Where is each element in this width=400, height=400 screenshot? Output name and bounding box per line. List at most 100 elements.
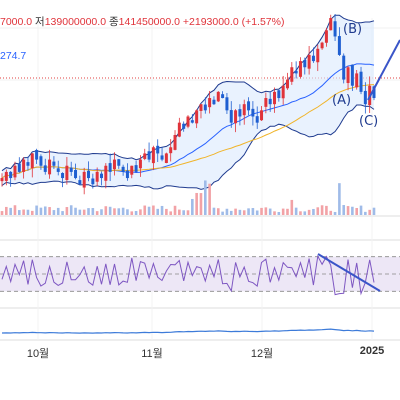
candle-body [39, 156, 43, 166]
x-tick-2025: 2025 [359, 345, 385, 357]
candle-body [225, 97, 229, 111]
upward-trend-line [367, 39, 400, 101]
volume-bar [191, 198, 194, 215]
candle-body [350, 64, 354, 86]
candle-body [56, 168, 60, 172]
candle-body [164, 153, 168, 164]
volume-bar [143, 205, 147, 215]
candle-body [112, 159, 116, 170]
volume-bar [195, 192, 198, 215]
candle-body [311, 55, 315, 62]
wave-label-a: (A) [332, 93, 352, 108]
candle-body [285, 79, 289, 89]
x-tick-oct: 10월 [26, 348, 50, 360]
candle-body [147, 151, 151, 160]
candle-body [35, 149, 39, 160]
volume-bar [204, 180, 207, 215]
candle-body [22, 159, 26, 172]
volume-bar [346, 206, 350, 215]
close-label: 종 [108, 16, 119, 28]
volume-bar [165, 208, 168, 215]
candle-body [281, 85, 285, 99]
volume-bar [247, 208, 250, 215]
volume-bar [342, 205, 346, 215]
volume-bar [251, 208, 255, 215]
candle-body [255, 116, 259, 123]
candle-body [4, 171, 8, 181]
volume-bar [117, 208, 121, 215]
obv-line [1, 328, 375, 334]
volume-bar [273, 211, 276, 215]
candle-body [221, 94, 225, 99]
volume-bar [208, 183, 211, 215]
volume-bar [186, 210, 190, 215]
candle-body [95, 171, 99, 182]
volume-bar [43, 206, 47, 215]
candle-body [260, 110, 264, 121]
volume-bar [281, 208, 285, 215]
candle-body [186, 116, 190, 127]
candle-body [117, 159, 121, 166]
volume-bar [199, 193, 203, 215]
volume-bar [294, 207, 298, 215]
volume-bar [56, 207, 60, 215]
bollinger-lower [1, 104, 375, 190]
candle-body [195, 110, 199, 124]
candle-body [17, 163, 21, 172]
volume-bar [290, 199, 294, 215]
volume-bar [212, 207, 216, 215]
candle-body [61, 173, 65, 179]
volume-bar [108, 206, 112, 215]
volume-bar [113, 208, 116, 215]
volume-bar [104, 206, 108, 215]
candle-body [87, 170, 91, 179]
candle-body [290, 67, 294, 82]
volume-bar [264, 207, 268, 215]
volume-bars [0, 180, 376, 215]
volume-bar [48, 207, 51, 215]
candle-body [203, 104, 207, 111]
candle-body [173, 134, 177, 150]
volume-bar [95, 211, 99, 215]
low-label: 저 [35, 16, 45, 28]
ohlc-readout: 7000.0 저139000000.0 종141450000.0 +219300… [0, 14, 284, 29]
candle-body [355, 73, 359, 88]
candle-body [316, 48, 320, 63]
candle-body [346, 67, 350, 84]
candle-body [242, 104, 246, 116]
volume-bar [368, 209, 371, 215]
volume-bar [216, 208, 220, 215]
candle-body [160, 155, 164, 160]
volume-bar [91, 208, 95, 215]
candle-body [13, 165, 17, 178]
volume-bar [325, 205, 328, 215]
volume-bar [307, 209, 311, 215]
candle-body [9, 171, 13, 179]
open-value: 7000.0 [0, 16, 33, 28]
volume-bar [78, 209, 82, 215]
volume-bar [303, 211, 307, 215]
candle-body [277, 90, 281, 99]
volume-bar [286, 208, 289, 215]
candle-body [43, 165, 47, 172]
candle-body [26, 162, 30, 166]
candle-body [264, 98, 268, 107]
low-value: 139000000.0 [44, 16, 107, 28]
candle-body [156, 145, 160, 154]
candle-body [247, 101, 251, 111]
volume-bar [152, 205, 155, 215]
candle-body [268, 98, 272, 105]
candle-body [0, 178, 4, 182]
volume-bar [147, 206, 151, 215]
volume-bar [18, 210, 21, 215]
trend-lines [317, 39, 400, 292]
volume-bar [74, 207, 77, 215]
candle-body [342, 55, 346, 80]
volume-bar [156, 208, 160, 215]
candle-body [307, 54, 311, 69]
candle-body [251, 108, 255, 117]
candle-body [99, 173, 103, 179]
volume-bar [268, 208, 272, 215]
candle-body [134, 165, 138, 172]
